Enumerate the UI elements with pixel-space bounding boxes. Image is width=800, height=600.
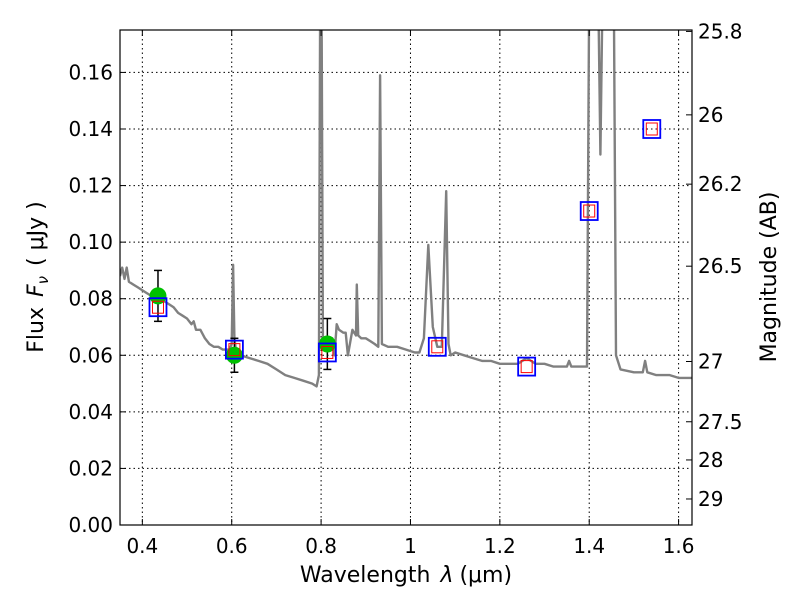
model-point-inner [431, 340, 444, 354]
x-tick-label: 1.4 [573, 534, 605, 558]
y-tick-label: 0.16 [68, 60, 113, 84]
model-photometry [148, 119, 662, 377]
y-tick-label: 0.10 [68, 230, 113, 254]
model-point [517, 356, 537, 377]
y2-tick-label: 26 [698, 103, 723, 127]
x-tick-label: 0.8 [305, 534, 337, 558]
y2-axis-label: Magnitude (AB) [757, 192, 782, 363]
x-tick-label: 0.6 [216, 534, 248, 558]
y2-tick-label: 25.8 [698, 19, 743, 43]
x-tick-label: 1 [404, 534, 417, 558]
y-tick-label: 0.00 [68, 513, 113, 537]
x-tick-label: 0.4 [126, 534, 158, 558]
model-point-inner [583, 204, 596, 218]
y2-tick-label: 26.5 [698, 254, 743, 278]
model-point-inner [645, 122, 658, 136]
plot-frame [119, 29, 693, 526]
model-point [427, 336, 447, 357]
model-point-inner [520, 360, 533, 374]
y2-tick-label: 26.2 [698, 172, 743, 196]
y-tick-label: 0.02 [68, 456, 113, 480]
y2-tick-label: 27 [698, 350, 723, 374]
model-point [579, 201, 599, 221]
y2-tick-label: 27.5 [698, 410, 743, 434]
model-point [148, 297, 168, 318]
model-spectrum [120, 30, 692, 388]
x-tick-label: 1.2 [484, 534, 516, 558]
model-point [224, 339, 244, 360]
y2-tick-label: 28 [698, 448, 723, 472]
x-axis: 0.4 0.6 0.8 1 1.2 1.4 1.6 [126, 30, 695, 558]
model-point-inner [228, 343, 241, 357]
model-point [642, 119, 662, 139]
model-point-inner [321, 345, 334, 359]
spectrum-line [120, 30, 692, 388]
y2-axis: 25.8 26 26.2 26.5 27 27.5 28 29 [686, 19, 743, 511]
y-tick-label: 0.06 [68, 343, 113, 367]
x-tick-label: 1.6 [663, 534, 695, 558]
y-tick-label: 0.14 [68, 117, 113, 141]
model-point [317, 342, 337, 363]
observed-point [149, 287, 167, 305]
y-axis: 0.00 0.02 0.04 0.06 0.08 0.10 0.12 0.14 0.16 [68, 60, 126, 537]
model-point-inner [151, 300, 164, 314]
y-tick-label: 0.04 [68, 400, 113, 424]
x-axis-label: Wavelength λ (μm) [300, 563, 512, 588]
y-tick-label: 0.08 [68, 287, 113, 311]
y2-tick-label: 29 [698, 487, 723, 511]
y-tick-label: 0.12 [68, 174, 113, 198]
y-axis-label: FluxFν( μJy ) [24, 201, 52, 352]
